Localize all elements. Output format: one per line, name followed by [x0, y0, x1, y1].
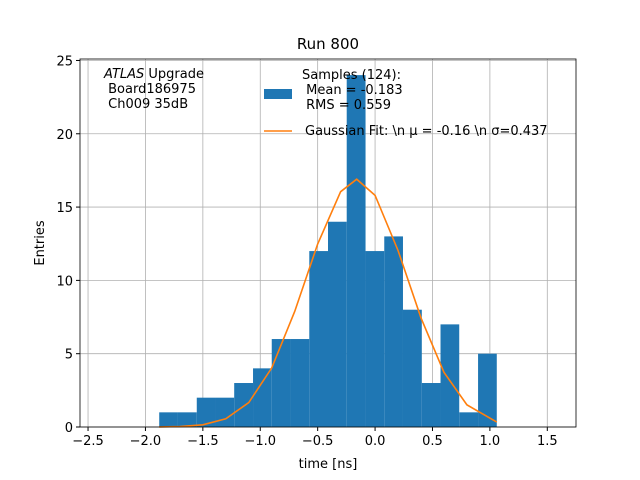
x-tick-label: 0.5	[422, 434, 443, 449]
x-tick-label: 0.0	[365, 434, 386, 449]
y-tick-label: 10	[56, 274, 73, 289]
axes-frame	[79, 58, 577, 428]
bar	[478, 353, 497, 427]
bar	[271, 339, 291, 427]
bar	[459, 412, 479, 427]
bar	[290, 339, 310, 427]
bar	[196, 397, 216, 427]
y-tick-label: 0	[65, 421, 73, 436]
bar	[234, 383, 254, 427]
annotation: ATLAS Upgrade Board186975 Ch009 35dB	[104, 67, 204, 112]
bar	[384, 236, 403, 427]
bar	[365, 251, 385, 427]
bar	[402, 309, 422, 427]
bar	[159, 412, 178, 427]
bar	[421, 383, 441, 427]
x-axis-label: time [ns]	[299, 457, 358, 472]
x-tick-label: −1.0	[244, 434, 276, 449]
y-tick-label: 5	[65, 348, 73, 363]
annotation-text: Upgrade Board186975 Ch009 35dB	[108, 67, 204, 112]
bar	[309, 251, 328, 427]
y-tick-label: 25	[56, 54, 73, 69]
x-tick-label: −0.5	[302, 434, 334, 449]
fit-line	[159, 178, 498, 428]
bar	[177, 412, 197, 427]
y-tick-label: 20	[56, 128, 73, 143]
bar	[215, 397, 235, 427]
x-tick-label: −2.0	[130, 434, 162, 449]
bar	[328, 221, 347, 427]
y-axis-label: Entries	[33, 220, 48, 266]
legend-label: Gaussian Fit: \n μ = -0.16 \n σ=0.437	[305, 124, 548, 139]
annotation-emphasis: ATLAS	[104, 67, 145, 82]
x-tick-label: 1.5	[537, 434, 558, 449]
x-tick-label: −1.5	[187, 434, 219, 449]
legend-label: Samples (124): Mean = -0.183 RMS = 0.559	[302, 68, 403, 113]
x-tick-label: 1.0	[480, 434, 501, 449]
legend-swatch	[264, 89, 292, 99]
y-tick-label: 15	[56, 201, 73, 216]
bar	[253, 368, 272, 427]
x-tick-label: −2.5	[72, 434, 104, 449]
bar	[440, 324, 460, 427]
chart-title: Run 800	[297, 35, 359, 53]
bar	[346, 75, 366, 427]
